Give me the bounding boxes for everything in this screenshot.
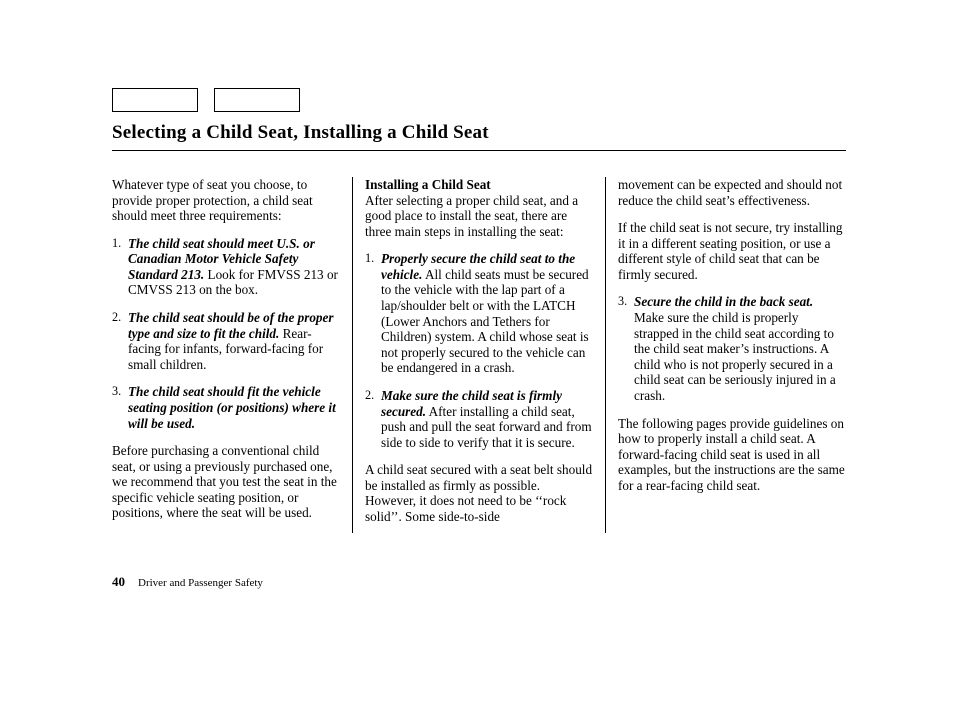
list-item: 2. Make sure the child seat is firmly se… [365,388,593,450]
col2-block: Installing a Child Seat After selecting … [365,177,593,239]
item-number: 2. [112,310,121,324]
col2-after: A child seat secured with a seat belt sh… [365,462,593,524]
page-footer: 40 Driver and Passenger Safety [112,574,263,590]
col2-list: 1. Properly secure the child seat to the… [365,251,593,450]
column-3: movement can be expected and should not … [606,177,846,533]
col3-list: 3. Secure the child in the back seat. Ma… [618,294,846,403]
content-columns: Whatever type of seat you choose, to pro… [112,177,846,533]
page-title: Selecting a Child Seat, Installing a Chi… [112,122,846,144]
list-item: 2. The child seat should be of the prope… [112,310,340,372]
item-rest: Make sure the child is properly strapped… [634,310,836,403]
list-item: 3. Secure the child in the back seat. Ma… [618,294,846,403]
item-number: 1. [112,236,121,250]
list-item: 1. The child seat should meet U.S. or Ca… [112,236,340,298]
nav-boxes [112,88,846,112]
col3-cont: movement can be expected and should not … [618,177,846,208]
page-container: Selecting a Child Seat, Installing a Chi… [0,0,954,710]
column-1: Whatever type of seat you choose, to pro… [112,177,353,533]
column-2: Installing a Child Seat After selecting … [353,177,606,533]
col2-intro: After selecting a proper child seat, and… [365,193,578,239]
title-rule [112,150,846,151]
col1-intro: Whatever type of seat you choose, to pro… [112,177,340,224]
item-number: 2. [365,388,374,402]
item-bold: The child seat should fit the vehicle se… [128,384,336,430]
nav-box-right[interactable] [214,88,300,112]
nav-box-left[interactable] [112,88,198,112]
footer-section: Driver and Passenger Safety [138,577,263,589]
item-number: 1. [365,251,374,265]
item-bold: Secure the child in the back seat. [634,294,813,309]
item-number: 3. [618,294,627,308]
item-number: 3. [112,384,121,398]
col2-heading: Installing a Child Seat [365,177,491,192]
col3-para2: If the child seat is not secure, try ins… [618,220,846,282]
item-rest: All child seats must be secured to the v… [381,267,589,375]
list-item: 3. The child seat should fit the vehicle… [112,384,340,431]
col3-closing: The following pages provide guidelines o… [618,416,846,494]
col1-after: Before purchasing a conventional child s… [112,443,340,521]
list-item: 1. Properly secure the child seat to the… [365,251,593,376]
col1-list: 1. The child seat should meet U.S. or Ca… [112,236,340,431]
page-number: 40 [112,574,125,589]
